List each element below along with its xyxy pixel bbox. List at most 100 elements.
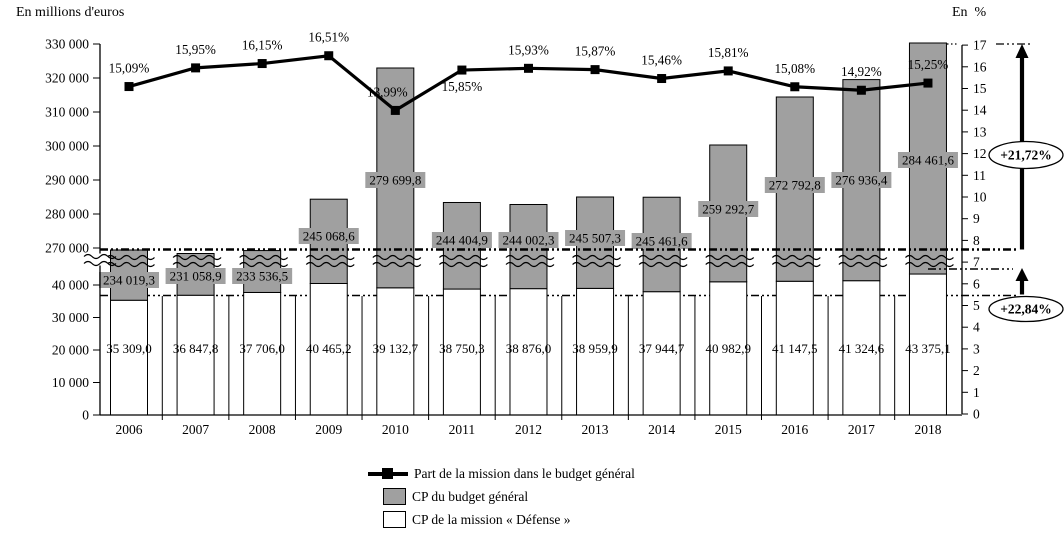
left-axis-tick-label: 290 000 <box>45 173 89 188</box>
axis-break-squiggle <box>838 261 888 268</box>
defense-value-label: 36 847,8 <box>173 341 219 356</box>
axis-break-squiggle <box>638 261 688 268</box>
legend: Part de la mission dans le budget généra… <box>368 462 635 531</box>
defense-bar-2010 <box>376 287 415 416</box>
axis-break-squiggle <box>372 254 422 261</box>
line-marker-2008 <box>257 59 267 69</box>
right-axis-tick-label: 15 <box>973 81 987 96</box>
share-pct-label: 15,85% <box>442 79 483 94</box>
year-label-2010: 2010 <box>382 422 409 437</box>
defense-bar-2008 <box>243 291 282 416</box>
line-marker-2018 <box>923 78 933 88</box>
budget-value-label: 234 019,3 <box>103 273 155 288</box>
budget-value-label-bg <box>165 268 226 284</box>
defense-bar-2009 <box>309 282 348 416</box>
year-label-2017: 2017 <box>848 422 875 437</box>
right-axis-tick-label: 2 <box>973 363 980 378</box>
right-axis-tick-label: 1 <box>973 385 980 400</box>
line-marker-2006 <box>124 82 134 92</box>
axis-break-squiggle <box>572 254 621 261</box>
budget-value-label: 284 461,6 <box>902 153 955 168</box>
defense-value-label: 41 147,5 <box>772 341 818 356</box>
left-axis-tick-label: 300 000 <box>45 139 89 154</box>
line-marker-swatch <box>368 468 408 479</box>
budget-value-label-bg <box>831 172 892 188</box>
share-pct-label: 15,81% <box>708 45 749 60</box>
year-label-2013: 2013 <box>582 422 609 437</box>
budget-value-label-bg <box>431 232 492 248</box>
white-box-swatch <box>383 511 406 528</box>
left-axis-tick-label: 310 000 <box>45 105 89 120</box>
left-axis-tick-label: 30 000 <box>52 310 89 325</box>
line-marker-2013 <box>590 65 600 75</box>
axis-break-squiggle <box>638 254 688 261</box>
budget-growth-badge <box>988 140 1064 170</box>
budget-value-label-bg <box>99 272 159 288</box>
share-pct-label: 15,25% <box>908 57 949 72</box>
left-axis-tick-label: 280 000 <box>45 207 89 222</box>
legend-item-white-bar: CP de la mission « Défense » <box>368 508 635 531</box>
defense-growth-badge <box>988 295 1064 323</box>
defense-bar-2013 <box>576 287 615 416</box>
budget-growth-label: +21,72% <box>1000 148 1052 163</box>
left-axis-tick-label: 40 000 <box>52 278 89 293</box>
axis-break-squiggle <box>438 261 488 268</box>
axis-break-squiggle <box>372 261 422 268</box>
right-axis-tick-label: 9 <box>973 211 980 226</box>
defense-value-label: 43 375,1 <box>905 341 951 356</box>
left-axis-tick-label: 0 <box>82 408 89 423</box>
budget-value-label-bg <box>631 233 692 249</box>
axis-break-squiggle <box>771 261 821 268</box>
defense-value-label: 37 706,0 <box>239 341 285 356</box>
defense-bar-2007 <box>176 294 215 416</box>
axis-break-squiggle <box>172 254 222 261</box>
right-axis-tick-label: 14 <box>973 103 987 118</box>
left-axis-title: En millions d'euros <box>16 5 125 20</box>
year-label-2008: 2008 <box>249 422 276 437</box>
right-axis-tick-label: 7 <box>973 255 980 270</box>
defense-value-label: 37 944,7 <box>639 341 685 356</box>
defense-value-label: 41 324,6 <box>839 341 885 356</box>
share-pct-label: 13,99% <box>367 84 408 99</box>
defense-value-label: 39 132,7 <box>373 341 419 356</box>
axis-break-gap <box>92 253 108 266</box>
legend-label: CP de la mission « Défense » <box>412 511 571 527</box>
defense-bar-2012 <box>509 288 548 416</box>
share-pct-label: 16,15% <box>242 38 283 53</box>
budget-value-label-bg <box>565 230 626 246</box>
axis-break-squiggle <box>172 261 222 268</box>
right-axis-tick-label: 17 <box>973 38 987 53</box>
line-marker-2015 <box>723 66 733 76</box>
year-label-2009: 2009 <box>315 422 342 437</box>
right-axis-tick-label: 12 <box>973 146 987 161</box>
defense-bar-2014 <box>642 291 681 416</box>
left-axis-tick-label: 320 000 <box>45 71 89 86</box>
budget-value-label: 244 404,9 <box>436 233 488 248</box>
year-label-2016: 2016 <box>781 422 808 437</box>
left-axis-tick-label: 330 000 <box>45 37 89 52</box>
budget-value-label-bg <box>365 172 426 188</box>
line-marker-2010 <box>390 105 400 115</box>
defense-growth-arrow-head <box>1015 268 1029 281</box>
right-axis-tick-label: 8 <box>973 233 980 248</box>
axis-break-squiggle <box>705 254 755 261</box>
axis-break-squiggle <box>905 261 954 268</box>
legend-label: CP du budget général <box>412 488 529 504</box>
year-label-2007: 2007 <box>182 422 209 437</box>
year-label-2006: 2006 <box>116 422 143 437</box>
defense-value-label: 38 959,9 <box>572 341 618 356</box>
share-pct-label: 15,08% <box>774 61 815 76</box>
budget-value-label: 245 507,3 <box>569 231 621 246</box>
right-axis-tick-label: 4 <box>973 320 980 335</box>
year-label-2018: 2018 <box>914 422 941 437</box>
share-pct-label: 15,46% <box>641 53 682 68</box>
axis-break-squiggle <box>705 261 755 268</box>
right-axis-tick-label: 16 <box>973 59 987 74</box>
axis-break-squiggle <box>83 253 117 260</box>
right-axis-tick-label: 10 <box>973 190 987 205</box>
right-axis-tick-label: 5 <box>973 298 980 313</box>
line-marker-2007 <box>191 63 201 73</box>
right-axis-tick-label: 13 <box>973 124 987 139</box>
budget-value-label: 272 792,8 <box>769 178 821 193</box>
